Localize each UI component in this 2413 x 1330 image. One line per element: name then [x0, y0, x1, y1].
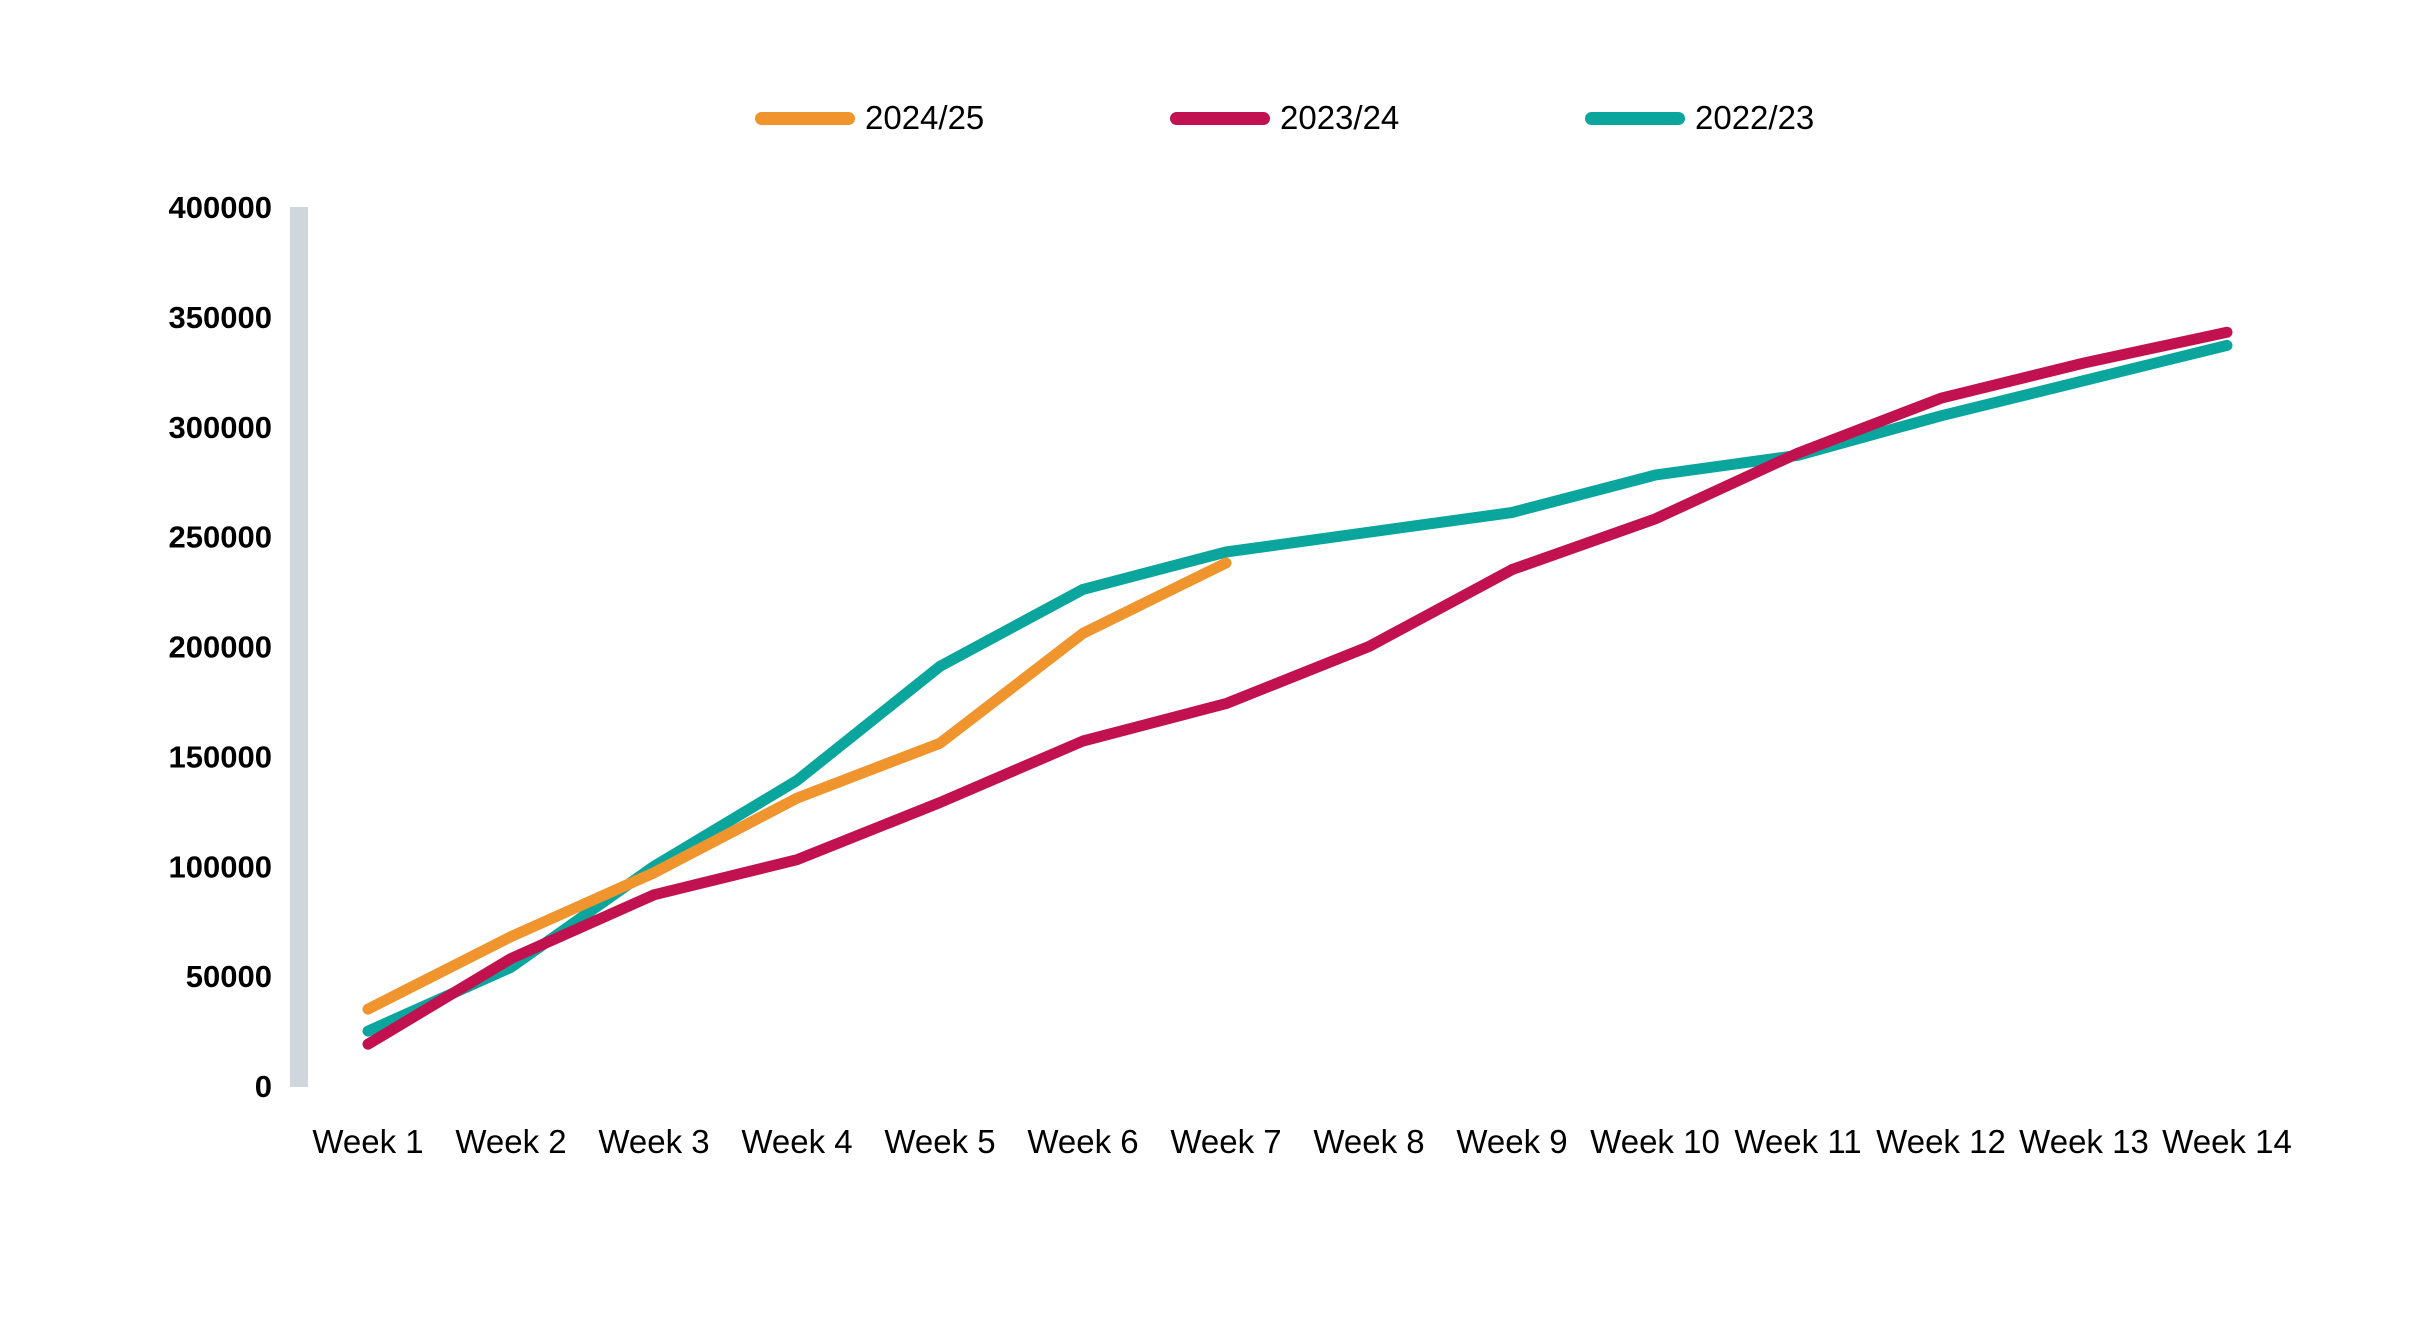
legend-label-2022-23: 2022/23 [1695, 99, 1815, 136]
x-axis-tick-label: Week 5 [884, 1123, 995, 1160]
y-axis-tick-label: 300000 [169, 410, 272, 445]
legend-label-2024-25: 2024/25 [865, 99, 985, 136]
x-axis-tick-label: Week 12 [1876, 1123, 2006, 1160]
y-axis-tick-label: 100000 [169, 849, 272, 884]
legend-item-2024-25: 2024/25 [755, 96, 984, 140]
legend-swatch-2022-23 [1585, 111, 1685, 125]
x-axis-tick-label: Week 14 [2162, 1123, 2292, 1160]
x-axis-tick-label: Week 10 [1590, 1123, 1720, 1160]
legend-swatch-2024-25 [755, 111, 855, 125]
y-axis-tick-label: 200000 [169, 630, 272, 665]
y-axis-tick-label: 400000 [169, 190, 272, 225]
y-axis-tick-label: 50000 [186, 959, 272, 994]
x-axis-tick-label: Week 8 [1313, 1123, 1424, 1160]
legend-item-2022-23: 2022/23 [1585, 96, 1814, 140]
series-line-2022-23 [362, 339, 2233, 1037]
series-line-2023-24 [362, 326, 2233, 1050]
x-axis-tick-label: Week 3 [598, 1123, 709, 1160]
y-axis-tick-label: 0 [255, 1069, 272, 1104]
x-axis-tick-label: Week 4 [741, 1123, 852, 1160]
legend: 2024/25 2023/24 2022/23 [0, 96, 2413, 140]
legend-label-2023-24: 2023/24 [1280, 99, 1400, 136]
series-line-2024-25 [362, 557, 1232, 1015]
legend-swatch-2023-24 [1170, 111, 1270, 125]
x-axis-tick-label: Week 1 [312, 1123, 423, 1160]
y-axis-tick-label: 150000 [169, 739, 272, 774]
x-axis-tick-label: Week 9 [1456, 1123, 1567, 1160]
x-axis-tick-label: Week 13 [2019, 1123, 2149, 1160]
x-axis-tick-label: Week 2 [455, 1123, 566, 1160]
x-axis-tick-label: Week 6 [1027, 1123, 1138, 1160]
y-axis-bar [290, 207, 308, 1087]
y-axis-tick-label: 350000 [169, 300, 272, 335]
legend-item-2023-24: 2023/24 [1170, 96, 1399, 140]
x-axis-tick-label: Week 11 [1734, 1123, 1861, 1160]
x-axis-tick-label: Week 7 [1170, 1123, 1281, 1160]
y-axis-tick-label: 250000 [169, 520, 272, 555]
